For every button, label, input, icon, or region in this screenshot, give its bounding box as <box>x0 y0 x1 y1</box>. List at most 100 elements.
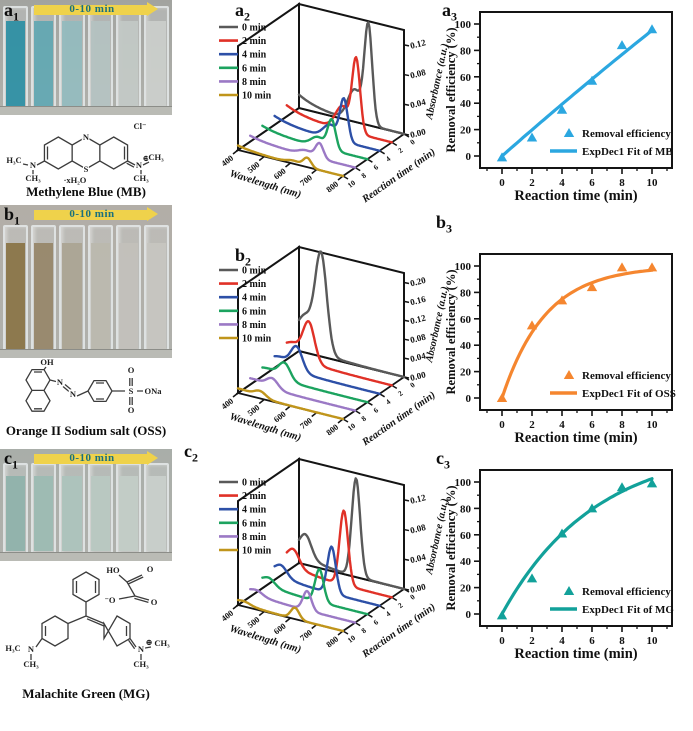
data-point-triangle <box>526 132 538 142</box>
x-tick-label: 2 <box>529 635 535 647</box>
cuvette <box>115 225 141 352</box>
atom-label: N <box>70 389 77 399</box>
plot-right-wall <box>298 2 405 136</box>
time-tick-label: 10 <box>346 633 358 645</box>
z-tick <box>403 338 410 341</box>
x-tick-label: 4 <box>559 419 565 431</box>
spectrum-curve-2min <box>285 509 394 599</box>
atom-label: O <box>128 405 135 415</box>
spectrum-curve-2min <box>285 319 394 387</box>
dye-liquid <box>62 20 82 106</box>
time-tick-label: 4 <box>384 397 393 407</box>
wavelength-tick <box>311 168 318 175</box>
z-tick-label: 0.00 <box>409 581 427 595</box>
arrow-head-icon <box>147 451 158 465</box>
data-point-triangle <box>616 482 628 492</box>
time-tick-label: 8 <box>359 414 368 424</box>
data-point-triangle <box>646 24 658 34</box>
legend-triangle <box>563 586 575 595</box>
y-tick-label: 40 <box>460 340 472 352</box>
time-arrow: 0-10 min <box>34 2 158 17</box>
y-tick-label: 80 <box>460 503 472 515</box>
cuvette-photo-mg <box>0 449 172 561</box>
time-tick-label: 0 <box>408 137 417 147</box>
atom-label: ⊕ <box>145 637 152 647</box>
atom-label: OH <box>40 357 54 367</box>
arrow-label: 0-10 min <box>69 452 115 464</box>
wavelength-tick <box>258 610 265 617</box>
atom-label: S <box>84 164 89 174</box>
arrow-body <box>34 4 148 15</box>
dye-liquid <box>6 20 26 106</box>
legend-fit-label: ExpDec1 Fit of MG <box>582 604 674 616</box>
data-point-triangle <box>556 104 568 114</box>
time-tick-label: 8 <box>359 626 368 636</box>
z-tick-label: 0.20 <box>409 275 427 289</box>
data-point-triangle <box>586 282 598 292</box>
wavelength-tick <box>258 155 265 162</box>
legend-label: 4 min <box>242 293 267 304</box>
dye-liquid <box>34 476 54 551</box>
cuvette <box>87 225 113 352</box>
wavelength-tick <box>232 392 239 398</box>
cuvette <box>59 225 85 352</box>
legend-label: 2 min <box>242 279 267 290</box>
wavelength-tick-label: 600 <box>272 166 288 182</box>
panel-label-c1: c1 <box>4 448 18 472</box>
spectrum-curve-2min <box>285 56 394 144</box>
kinetics-plot-oss: 0 20 40 60 80 100 0 2 4 6 8 10 Removal efficiency Exp… <box>444 253 676 446</box>
time-tick-label: 0 <box>408 380 417 390</box>
legend-label: 8 min <box>242 320 267 331</box>
y-tick-label: 20 <box>460 125 472 137</box>
cuvette-row <box>3 6 170 109</box>
z-tick-label: 0.00 <box>409 126 427 140</box>
legend-points-label: Removal efficiency <box>582 128 671 140</box>
legend-label: 10 min <box>242 91 272 102</box>
wavelength-axis-title: Wavelength (nm) <box>228 624 302 656</box>
data-point-triangle <box>586 503 598 513</box>
atom-label: CH₃ <box>148 152 164 162</box>
panel-label-c3: c3 <box>436 448 450 472</box>
panel-label-a1: a1 <box>4 0 19 24</box>
legend-fit-label: ExpDec1 Fit of MB <box>582 146 673 158</box>
spectrum-curve-6min <box>261 117 369 161</box>
x-tick-label: 8 <box>619 419 625 431</box>
y-tick-label: 20 <box>460 367 472 379</box>
data-point-triangle <box>616 40 628 50</box>
dye-liquid <box>118 242 138 349</box>
x-axis-title: Reaction time (min) <box>514 430 637 446</box>
cuvette <box>143 225 170 352</box>
legend-label: 4 min <box>242 505 267 516</box>
x-tick-label: 10 <box>647 419 659 431</box>
legend-triangle <box>563 370 575 379</box>
dye-liquid <box>90 476 110 551</box>
wavelength-tick-label: 800 <box>324 422 340 438</box>
wavelength-tick <box>258 398 265 405</box>
arrow-head-icon <box>147 2 158 16</box>
panel-label-b2: b2 <box>235 245 252 269</box>
legend-label: 6 min <box>242 518 267 529</box>
spectrum-curve-8min <box>249 134 357 169</box>
legend-label: 0 min <box>242 478 267 489</box>
wavelength-tick <box>285 162 291 168</box>
spectrum-curve-4min <box>273 545 381 607</box>
wavelength-tick <box>285 617 291 623</box>
legend-label: 6 min <box>242 306 267 317</box>
cuvette <box>115 463 141 554</box>
arrow-head-icon <box>147 207 158 221</box>
z-tick-label: 0.08 <box>409 331 427 345</box>
cuvette <box>59 463 85 554</box>
dye-liquid <box>146 476 167 551</box>
x-tick-label: 4 <box>559 177 565 189</box>
data-point-triangle <box>646 478 658 488</box>
spectrum-curve-10min <box>236 387 345 421</box>
time-tick-label: 2 <box>396 601 405 611</box>
dye-liquid <box>34 242 54 349</box>
y-axis-title: Removal efficiency (%) <box>444 270 458 395</box>
y-tick-label: 60 <box>460 530 472 542</box>
z-tick-label: 0.04 <box>409 552 427 566</box>
spectrum-curve-6min <box>261 567 369 616</box>
